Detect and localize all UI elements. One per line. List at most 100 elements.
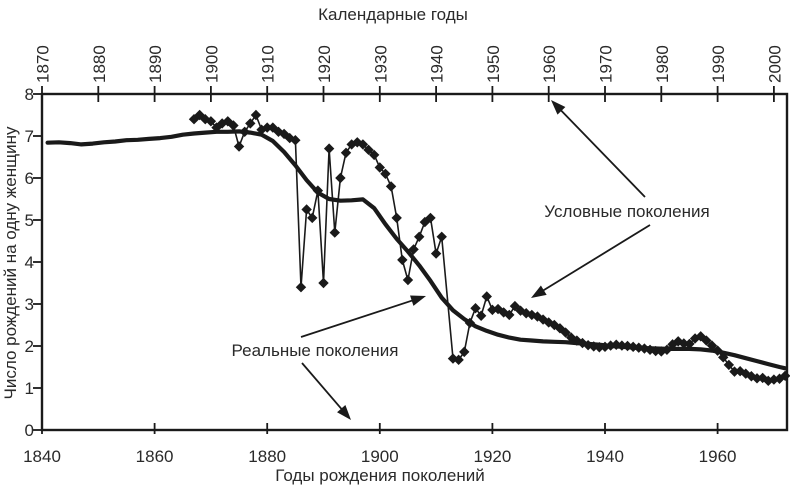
series-conditional-marker: [779, 370, 790, 382]
y-axis-tick-label: 6: [25, 169, 34, 188]
top-axis-tick-label: 1920: [315, 45, 334, 83]
series-conditional-marker: [245, 118, 256, 129]
top-axis-tick-label: 1960: [540, 45, 559, 83]
top-axis-tick-label: 1990: [709, 45, 728, 83]
series-conditional-marker: [706, 340, 718, 351]
series-conditional-marker: [385, 181, 397, 192]
series-conditional-marker: [414, 231, 425, 242]
series-conditional-marker: [656, 346, 667, 357]
series-conditional-marker: [729, 366, 740, 377]
series-conditional-marker: [430, 248, 442, 259]
top-axis-tick-label: 1900: [202, 45, 221, 83]
series-conditional-marker: [340, 147, 352, 158]
y-axis-tick-label: 8: [25, 85, 34, 104]
top-axis-title: Календарные годы: [318, 5, 468, 24]
bottom-axis-tick-label: 1960: [699, 447, 737, 466]
y-axis-title: Число рождений на одну женщину: [1, 126, 20, 399]
annotation-arrowhead: [551, 100, 566, 115]
series-conditional-marker: [391, 212, 402, 224]
series-conditional-marker: [216, 118, 228, 129]
series-conditional-marker: [318, 277, 329, 289]
bottom-axis-tick-label: 1920: [473, 447, 511, 466]
series-conditional-marker: [470, 303, 481, 314]
series-conditional-marker: [295, 282, 307, 293]
series-conditional-marker: [678, 338, 690, 349]
series-conditional-marker: [402, 274, 414, 286]
annotation-arrow-line: [301, 362, 346, 414]
y-axis-tick-label: 7: [25, 127, 34, 146]
series-conditional-marker: [459, 346, 470, 358]
series-conditional-marker: [397, 254, 408, 266]
top-axis-tick-label: 2000: [765, 45, 784, 83]
series-conditional-marker: [233, 141, 245, 152]
annotation-arrowhead: [337, 405, 351, 420]
series-conditional-marker: [436, 231, 447, 242]
annotation-label-real: Реальные поколения: [232, 341, 399, 360]
annotation-label-conditional: Условные поколения: [544, 202, 709, 221]
series-conditional-marker: [425, 212, 436, 224]
annotation-arrowhead: [410, 295, 426, 306]
series-conditional-marker: [301, 204, 312, 215]
series-conditional-marker: [672, 336, 684, 347]
y-axis-tick-label: 3: [25, 295, 34, 314]
series-conditional-marker: [723, 359, 735, 371]
series-conditional-marker: [543, 317, 554, 328]
series-conditional-marker: [211, 122, 222, 133]
series-conditional-marker: [307, 212, 318, 224]
series-conditional-marker: [481, 291, 492, 302]
bottom-axis-title: Годы рождения поколений: [275, 466, 484, 485]
top-axis-tick-label: 1910: [259, 45, 278, 83]
series-conditional-marker: [684, 338, 695, 350]
series-conditional-marker: [250, 109, 262, 121]
series-conditional-marker: [549, 319, 560, 331]
top-axis-tick-label: 1950: [484, 45, 503, 83]
y-axis-tick-label: 0: [25, 421, 34, 440]
bottom-axis-tick-label: 1940: [586, 447, 624, 466]
series-layer: [45, 109, 790, 387]
series-conditional-marker: [667, 339, 678, 350]
bottom-axis-tick-label: 1880: [248, 447, 286, 466]
annotation-arrow-line: [556, 105, 646, 198]
series-real-line: [45, 129, 788, 371]
top-axis-tick-label: 1880: [90, 45, 109, 83]
y-axis-tick-label: 2: [25, 337, 34, 356]
series-conditional-marker: [329, 227, 340, 238]
top-axis-tick-label: 1940: [428, 45, 447, 83]
series-conditional-marker: [532, 311, 543, 322]
series-conditional-marker: [335, 172, 346, 184]
series-conditional-marker: [515, 305, 526, 316]
series-conditional-marker: [380, 168, 391, 179]
y-axis-tick-label: 1: [25, 379, 34, 398]
series-conditional-marker: [323, 143, 335, 154]
annotation-arrow-line: [300, 297, 418, 338]
series-conditional-marker: [751, 373, 763, 384]
series-conditional-marker: [701, 335, 712, 346]
axes-layer: 1870 1880 1890 1900 1910 1920 1930 1940 1950 1960…: [23, 45, 789, 466]
series-conditional-marker: [560, 327, 571, 338]
series-conditional-marker: [228, 120, 239, 131]
series-conditional-marker: [205, 116, 217, 127]
y-axis-tick-label: 4: [25, 253, 34, 272]
series-conditional-marker: [566, 332, 577, 343]
top-axis-tick-label: 1930: [371, 45, 390, 83]
annotation-arrow-line: [538, 224, 651, 295]
series-conditional-marker: [520, 308, 532, 319]
series-conditional-marker: [475, 310, 487, 321]
series-conditional-marker: [374, 162, 385, 173]
series-conditional-marker: [504, 309, 515, 321]
series-conditional-marker: [526, 309, 538, 321]
top-axis-tick-label: 1870: [34, 45, 53, 83]
bottom-axis-tick-label: 1840: [23, 447, 61, 466]
series-conditional-marker: [262, 122, 273, 133]
annotation-arrowhead: [531, 285, 547, 298]
top-axis-tick-label: 1980: [653, 45, 672, 83]
series-conditional-marker: [718, 352, 729, 363]
series-conditional-marker: [537, 314, 549, 325]
series-conditional-marker: [509, 300, 521, 312]
bottom-axis-tick-label: 1900: [361, 447, 399, 466]
top-axis-tick-label: 1970: [597, 45, 616, 83]
series-conditional-marker: [650, 345, 661, 357]
series-conditional-marker: [357, 139, 369, 150]
